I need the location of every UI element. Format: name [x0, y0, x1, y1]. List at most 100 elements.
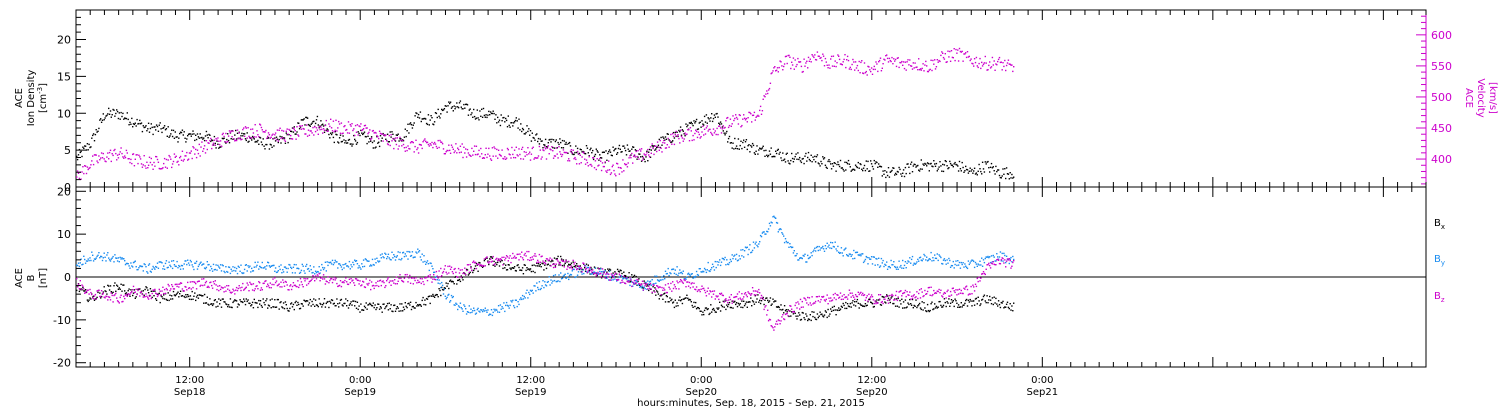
bz-points-point — [176, 285, 178, 288]
ion-density-points-point — [736, 148, 739, 150]
bx-points-point — [928, 310, 930, 313]
ion-density-points-point — [166, 135, 168, 137]
bx-points-point — [348, 304, 351, 306]
bz-points-point — [476, 263, 478, 266]
by-points-point — [986, 256, 988, 258]
by-points-point — [227, 266, 230, 268]
ion-density-points-point — [505, 119, 508, 122]
bz-points-point — [296, 286, 298, 288]
by-points-point — [589, 268, 591, 270]
bz-points-point — [462, 272, 464, 275]
by-points-point — [533, 285, 535, 287]
velocity-points-point — [745, 117, 748, 120]
bz-points-point — [306, 284, 308, 286]
bx-points-point — [240, 300, 242, 303]
bx-points-point — [275, 306, 278, 308]
ion-density-points-point — [523, 133, 525, 135]
by-points-point — [559, 280, 561, 283]
by-points-point — [657, 279, 660, 282]
bz-points-point — [104, 297, 106, 299]
by-points-point — [701, 271, 703, 273]
bx-points-point — [915, 299, 917, 301]
ion-density-points-point — [953, 163, 955, 165]
ion-density-points-point — [418, 117, 421, 119]
velocity-points-point — [868, 66, 870, 68]
velocity-points-point — [751, 121, 753, 123]
bx-points-point — [211, 303, 213, 305]
ion-density-points-point — [389, 131, 391, 133]
velocity-points-point — [441, 143, 444, 145]
velocity-points-point — [123, 157, 125, 159]
ion-density-points-point — [467, 114, 470, 116]
by-points-point — [927, 259, 930, 261]
bz-points-point — [510, 261, 512, 264]
bx-points-point — [171, 298, 174, 300]
by-points-point — [821, 247, 823, 249]
bz-points-point — [409, 282, 412, 284]
velocity-points-point — [220, 145, 223, 147]
ion-density-points-point — [197, 136, 200, 138]
bx-points-point — [520, 269, 522, 271]
bx-points-point — [807, 318, 810, 320]
bx-points-point — [812, 315, 814, 318]
by-points-point — [599, 270, 601, 273]
by-points-point — [632, 285, 634, 287]
ion-density-points-point — [794, 155, 796, 158]
bz-points-point — [443, 268, 446, 270]
bz-points-point — [133, 291, 136, 294]
bx-points-point — [523, 264, 525, 266]
by-points-point — [819, 249, 821, 251]
velocity-points-point — [546, 147, 549, 149]
velocity-points-point — [664, 147, 667, 149]
ion-density-points-point — [347, 139, 350, 141]
ion-density-points-point — [1010, 177, 1012, 179]
bx-points-point — [632, 276, 634, 278]
velocity-points-point — [306, 124, 308, 126]
by-points-point — [506, 304, 509, 307]
velocity-points-point — [551, 146, 553, 148]
bx-points-point — [259, 300, 262, 302]
bx-points-point — [134, 297, 136, 299]
by-points-point — [739, 258, 741, 260]
by-points-point — [394, 255, 396, 258]
ion-density-points-point — [654, 149, 656, 151]
velocity-points-point — [358, 125, 360, 127]
ion-density-points-point — [672, 131, 675, 134]
by-points-point — [314, 273, 316, 275]
bz-points-point — [290, 284, 292, 286]
ion-density-points-point — [425, 118, 427, 120]
by-points-point — [748, 248, 750, 251]
ion-density-points-point — [930, 162, 932, 165]
by-points-point — [267, 261, 269, 263]
by-points-point — [707, 261, 709, 264]
ion-density-points-point — [366, 142, 368, 145]
velocity-points-point — [354, 134, 356, 137]
bx-points-point — [218, 298, 220, 300]
by-points-point — [165, 260, 168, 262]
bx-points-point — [604, 269, 606, 271]
ion-density-points-point — [613, 149, 615, 152]
ion-density-points-point — [180, 131, 183, 134]
bz-points-point — [480, 264, 482, 266]
ion-density-points-point — [656, 146, 658, 149]
velocity-points-point — [942, 56, 945, 59]
velocity-points-point — [240, 139, 242, 141]
ion-density-points-point — [960, 170, 962, 172]
velocity-points-point — [805, 62, 807, 64]
velocity-points-point — [544, 148, 547, 150]
by-points-point — [683, 278, 685, 280]
bz-points-point — [204, 282, 207, 284]
bz-points-point — [482, 264, 485, 267]
velocity-points-point — [507, 149, 509, 151]
by-points-point — [265, 268, 267, 270]
by-points-point — [128, 265, 130, 267]
bx-points-point — [767, 301, 770, 303]
bx-points-point — [313, 298, 315, 300]
bx-points-point — [818, 315, 820, 317]
bx-points-point — [394, 310, 397, 312]
by-points-point — [233, 269, 235, 272]
bx-points-point — [632, 275, 635, 278]
by-points-point — [504, 310, 506, 313]
bx-points-point — [214, 299, 216, 301]
bx-points-point — [962, 304, 964, 306]
